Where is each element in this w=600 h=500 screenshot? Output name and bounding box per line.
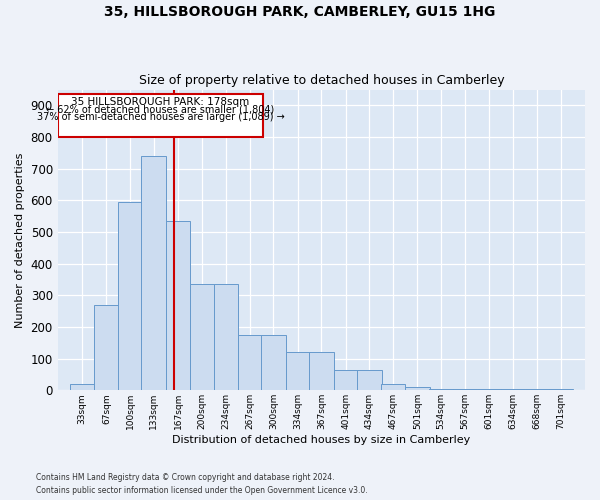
Bar [94, 305, 119, 390]
Bar [70, 384, 94, 390]
Bar [190, 284, 214, 391]
Bar [261, 335, 286, 390]
Bar [166, 221, 190, 390]
Y-axis label: Number of detached properties: Number of detached properties [15, 152, 25, 328]
Bar [334, 370, 358, 390]
Bar [405, 387, 430, 390]
Bar [214, 284, 238, 391]
Bar [357, 370, 382, 390]
Bar [309, 352, 334, 391]
Title: Size of property relative to detached houses in Camberley: Size of property relative to detached ho… [139, 74, 504, 87]
Bar [381, 384, 405, 390]
Text: 35, HILLSBOROUGH PARK, CAMBERLEY, GU15 1HG: 35, HILLSBOROUGH PARK, CAMBERLEY, GU15 1… [104, 5, 496, 19]
Text: Contains HM Land Registry data © Crown copyright and database right 2024.
Contai: Contains HM Land Registry data © Crown c… [36, 473, 368, 495]
Bar [118, 202, 142, 390]
Text: ← 62% of detached houses are smaller (1,804): ← 62% of detached houses are smaller (1,… [46, 104, 275, 115]
Text: 35 HILLSBOROUGH PARK: 178sqm: 35 HILLSBOROUGH PARK: 178sqm [71, 97, 250, 107]
FancyBboxPatch shape [58, 94, 263, 137]
Text: 37% of semi-detached houses are larger (1,089) →: 37% of semi-detached houses are larger (… [37, 112, 284, 122]
Bar [286, 352, 310, 391]
Bar [142, 156, 166, 390]
Bar [238, 335, 262, 390]
X-axis label: Distribution of detached houses by size in Camberley: Distribution of detached houses by size … [172, 435, 470, 445]
